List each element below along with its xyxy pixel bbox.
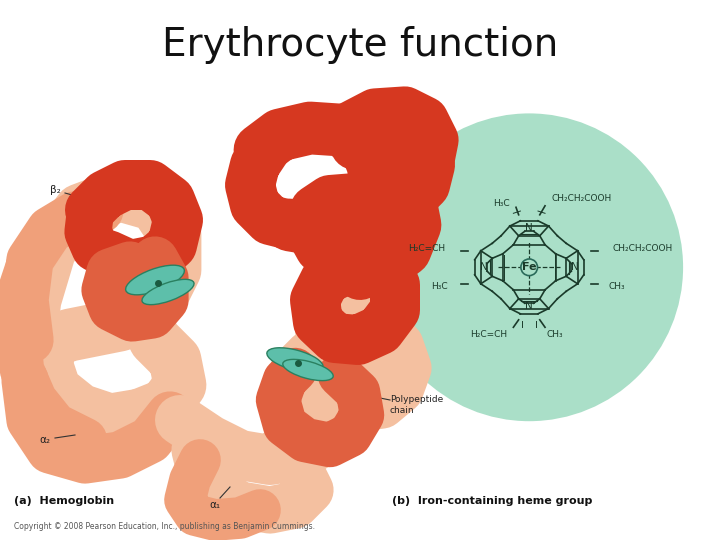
- Text: α₂: α₂: [40, 435, 50, 445]
- Text: H₂C=CH: H₂C=CH: [408, 244, 446, 253]
- Ellipse shape: [142, 279, 194, 305]
- Text: N: N: [480, 262, 487, 272]
- Text: β₂: β₂: [50, 185, 60, 195]
- Text: β₁: β₁: [289, 120, 300, 130]
- Text: α₁: α₁: [210, 500, 220, 510]
- Text: N: N: [526, 224, 533, 233]
- Circle shape: [521, 259, 538, 275]
- Text: CH₃: CH₃: [546, 330, 564, 339]
- Text: H₃C: H₃C: [431, 281, 449, 291]
- Text: CH₂CH₂COOH: CH₂CH₂COOH: [552, 194, 611, 203]
- Circle shape: [375, 113, 683, 421]
- Ellipse shape: [267, 348, 323, 372]
- Text: N: N: [526, 301, 533, 311]
- Text: (b)  Iron-containing heme group: (b) Iron-containing heme group: [392, 496, 593, 506]
- Text: H₂C=CH: H₂C=CH: [470, 330, 507, 339]
- Text: CH₃: CH₃: [608, 281, 625, 291]
- Text: N: N: [571, 262, 579, 272]
- Text: Copyright © 2008 Pearson Education, Inc., publishing as Benjamin Cummings.: Copyright © 2008 Pearson Education, Inc.…: [14, 522, 315, 531]
- Text: Erythrocyte function: Erythrocyte function: [162, 26, 558, 64]
- Text: CH₂CH₂COOH: CH₂CH₂COOH: [613, 244, 673, 253]
- Text: Polypeptide
chain: Polypeptide chain: [390, 395, 444, 415]
- Ellipse shape: [283, 360, 333, 381]
- Text: Fe: Fe: [522, 262, 536, 272]
- Ellipse shape: [125, 265, 184, 295]
- Text: H₃C: H₃C: [493, 199, 510, 208]
- Text: (a)  Hemoglobin: (a) Hemoglobin: [14, 496, 114, 506]
